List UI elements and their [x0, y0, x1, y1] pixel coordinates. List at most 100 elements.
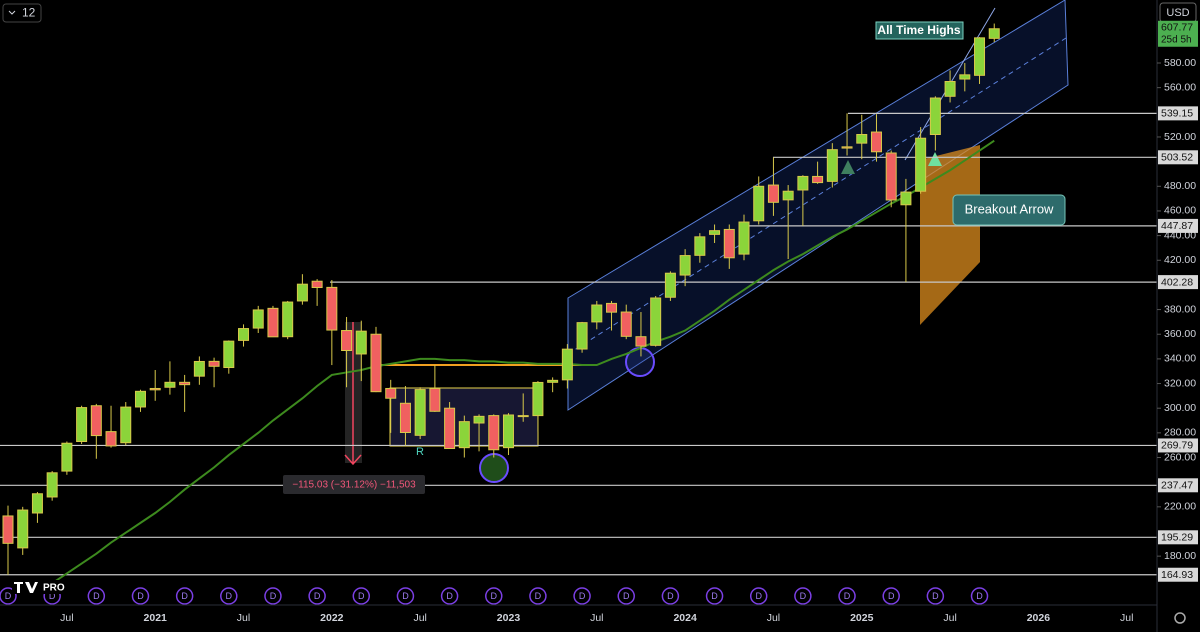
interval-label[interactable]: 12: [22, 6, 36, 20]
measure-arrowhead: [344, 454, 362, 466]
dividend-label: D: [314, 591, 321, 601]
y-tick-label: 220.00: [1164, 501, 1196, 513]
y-tick-label: 340.00: [1164, 353, 1196, 365]
candle-body: [179, 381, 191, 386]
breakout-triangle: [928, 152, 942, 166]
candle-body: [988, 28, 1000, 39]
dividend-label: D: [623, 591, 630, 601]
dividend-label: D: [491, 591, 498, 601]
y-tick-label: 460.00: [1164, 205, 1196, 217]
candle-body: [61, 442, 73, 472]
y-tick-label: 180.00: [1164, 550, 1196, 562]
candle-body: [414, 389, 426, 436]
candle-body: [488, 415, 500, 451]
candle-body: [782, 190, 794, 201]
level-label: 269.79: [1161, 440, 1193, 452]
candle-body: [738, 221, 750, 255]
candle-body: [355, 330, 367, 355]
dividend-marker: [308, 587, 326, 605]
dividend-label: D: [93, 591, 100, 601]
x-tick-label: 2026: [1027, 612, 1051, 624]
moving-average: [51, 139, 995, 585]
settings-icon[interactable]: [1174, 612, 1186, 624]
dividend-marker: [838, 587, 856, 605]
candle-body: [193, 360, 205, 377]
dividend-marker: [573, 587, 591, 605]
candle-body: [326, 286, 338, 331]
y-tick-label: 260.00: [1164, 451, 1196, 463]
level-label: 164.93: [1161, 569, 1193, 581]
dividend-label: D: [579, 591, 586, 601]
x-tick-label: Jul: [590, 612, 603, 624]
y-tick-label: 380.00: [1164, 303, 1196, 315]
dividend-label: D: [181, 591, 188, 601]
dividend-label: D: [888, 591, 895, 601]
ath-box: [875, 21, 964, 40]
dividend-marker: [529, 587, 547, 605]
dividend-marker: [87, 587, 106, 605]
level-label-box: [1158, 567, 1198, 582]
y-tick-label: 360.00: [1164, 328, 1196, 340]
candle-body: [870, 131, 882, 153]
interval-button[interactable]: [2, 3, 42, 23]
dividend-marker: [970, 587, 989, 605]
candle-body: [532, 381, 544, 417]
candle-body: [267, 307, 279, 338]
x-tick-label: Jul: [767, 612, 780, 624]
dividend-label: D: [137, 591, 144, 601]
y-tick-label: 520.00: [1164, 131, 1196, 143]
candle-body: [17, 509, 29, 549]
candle-body: [606, 302, 618, 313]
dividend-marker: [749, 587, 768, 605]
dividend-marker: [175, 587, 194, 605]
candle-body: [635, 336, 647, 347]
candle-body: [679, 255, 691, 276]
x-tick-label: 2023: [497, 612, 521, 624]
candle-body: [812, 175, 824, 184]
candle-body: [90, 405, 102, 437]
last-price-label: 607.77: [1161, 22, 1193, 34]
level-label-box: [1158, 530, 1198, 545]
level-label: 539.15: [1161, 108, 1193, 120]
measure-label: −115.03 (−31.12%) −11,503: [292, 480, 416, 491]
dividend-label: D: [976, 591, 983, 601]
breakout-box: [952, 194, 1066, 226]
dividend-label: D: [446, 591, 453, 601]
level-label-box: [1158, 218, 1198, 233]
candle-body: [444, 407, 456, 450]
dividend-marker: [882, 587, 900, 605]
dividend-label: D: [932, 591, 939, 601]
dividend-label: D: [226, 591, 233, 601]
ath-label: All Time Highs: [877, 23, 960, 37]
dividend-marker: [220, 587, 238, 605]
candle-body: [341, 330, 353, 352]
candle-body: [458, 421, 470, 449]
candle-body: [238, 328, 250, 341]
candle-body: [46, 472, 58, 498]
dividend-label: D: [535, 591, 542, 601]
candle-body: [429, 387, 441, 412]
candle-body: [385, 387, 397, 399]
dividend-label: D: [667, 591, 674, 601]
breakout-zone: [920, 145, 980, 325]
dividend-marker: [264, 587, 282, 605]
dividend-marker: [617, 587, 635, 605]
dividend-marker: [440, 587, 459, 605]
x-tick-label: 2022: [320, 612, 344, 624]
candle-body: [561, 348, 573, 381]
breakout-label: Breakout Arrow: [965, 201, 1054, 216]
candle-body: [2, 515, 14, 544]
candle-body: [841, 146, 853, 149]
level-label-box: [1158, 150, 1198, 165]
candle-body: [694, 236, 706, 256]
candle-body: [767, 184, 779, 203]
x-tick-label: 2025: [850, 612, 874, 624]
candle-body: [223, 340, 235, 369]
candle-body: [826, 149, 838, 182]
candle-body: [620, 311, 632, 337]
level-label-box: [1158, 275, 1198, 290]
currency-label[interactable]: USD: [1166, 7, 1189, 19]
level-label: 503.52: [1161, 152, 1193, 164]
candle-body: [547, 379, 559, 383]
